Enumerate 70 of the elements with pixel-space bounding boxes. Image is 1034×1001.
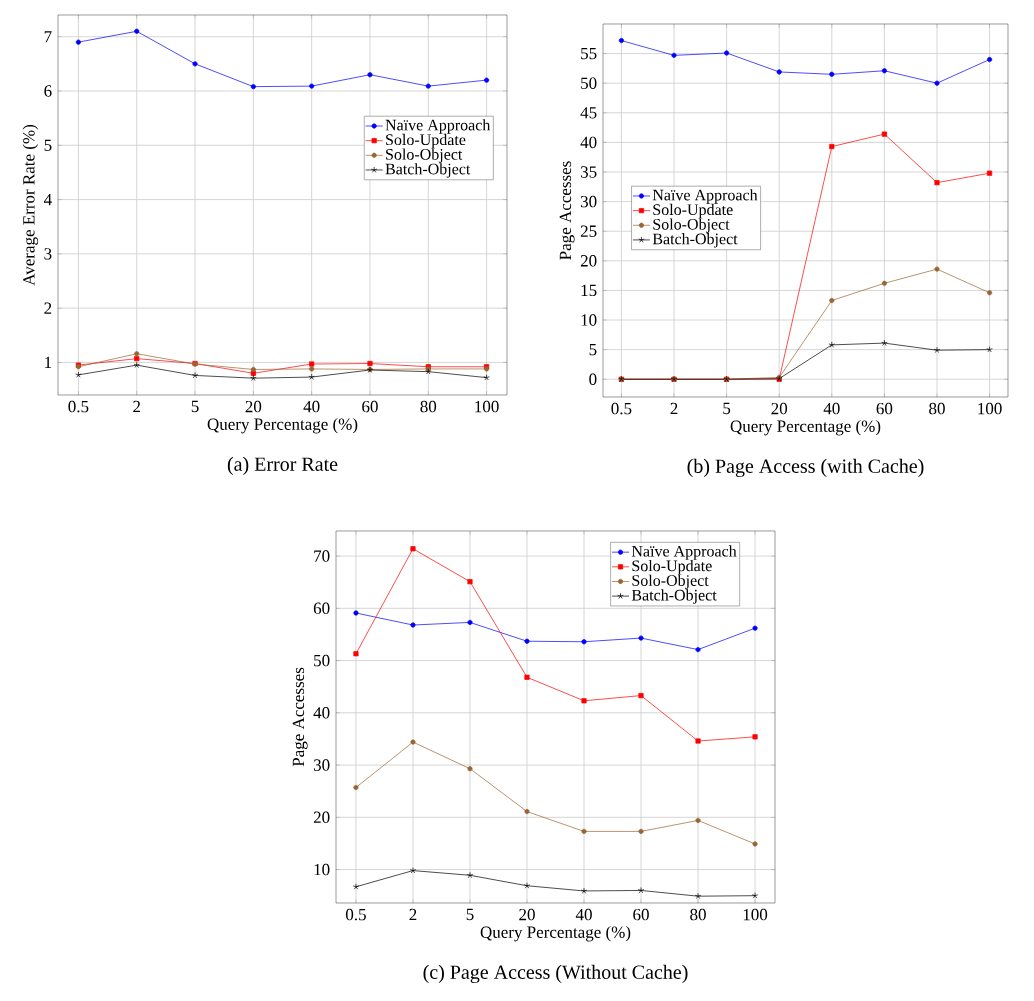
x-tick-label: 2	[670, 402, 678, 415]
y-axis-title: Page Accesses	[292, 667, 308, 767]
x-tick-label: 0.5	[68, 400, 89, 413]
y-tick-label: 50	[581, 77, 597, 89]
y-axis-title: Page Accesses	[559, 161, 575, 260]
x-tick-label: 5	[723, 402, 731, 415]
y-tick-label: 0	[589, 373, 597, 385]
x-tick-label: 2	[409, 908, 417, 921]
y-tick-label: 6	[44, 85, 52, 97]
y-tick-label: 20	[580, 255, 597, 267]
x-tick-label: 20	[245, 400, 262, 413]
x-tick-label: 100	[978, 402, 1002, 415]
x-tick-label: 80	[929, 402, 945, 415]
y-tick-label: 20	[313, 811, 330, 824]
x-tick-label: 40	[303, 400, 320, 413]
x-tick-label: 5	[191, 400, 199, 413]
x-axis-title: Query Percentage (%)	[207, 417, 358, 434]
x-tick-label: 0.5	[611, 402, 632, 415]
x-axis-title: Query Percentage (%)	[730, 419, 881, 436]
y-tick-label: 50	[314, 654, 330, 667]
y-tick-label: 3	[44, 248, 52, 260]
y-tick-label: 15	[581, 284, 597, 297]
legend-label: Naïve Approach	[631, 545, 737, 560]
x-tick-label: 40	[823, 402, 840, 415]
y-tick-label: 7	[44, 31, 52, 43]
x-axis-title: Query Percentage (%)	[480, 925, 631, 942]
legend-label: Solo-Update	[653, 203, 733, 219]
x-tick-label: 60	[362, 400, 378, 413]
legend-label: Solo-Object	[653, 218, 730, 233]
y-tick-label: 5	[589, 343, 597, 356]
x-tick-label: 20	[519, 908, 535, 921]
text: (b) Page Access (with Cache)	[687, 458, 924, 478]
legend-label: Batch-Object	[652, 233, 738, 248]
y-tick-label: 40	[313, 707, 330, 719]
text: (c) Page Access (Without Cache)	[423, 964, 688, 984]
x-tick-label: 100	[743, 908, 768, 921]
y-tick-label: 55	[581, 47, 597, 60]
legend-label: Naïve Approach	[652, 189, 758, 204]
legend-label: Batch-Object	[631, 589, 717, 604]
legend-label: Solo-Update	[632, 559, 712, 575]
y-tick-label: 60	[313, 602, 330, 615]
x-tick-label: 0.5	[345, 908, 366, 921]
x-tick-label: 80	[420, 400, 437, 413]
x-tick-label: 2	[133, 400, 141, 413]
text: (a) Error Rate	[227, 456, 338, 475]
x-tick-label: 5	[466, 908, 474, 921]
y-tick-label: 5	[44, 139, 52, 151]
x-tick-label: 80	[690, 908, 706, 921]
y-axis-title: Average Error Rate (%)	[22, 124, 39, 286]
y-tick-label: 45	[580, 107, 597, 119]
y-tick-label: 1	[45, 356, 52, 369]
y-tick-label: 4	[43, 193, 52, 206]
x-tick-label: 100	[475, 400, 499, 413]
x-tick-label: 60	[633, 908, 649, 921]
legend-label: Solo-Object	[386, 148, 463, 163]
y-tick-label: 10	[314, 863, 330, 876]
y-tick-label: 30	[313, 759, 330, 771]
x-tick-label: 60	[876, 402, 893, 415]
y-tick-label: 10	[581, 314, 597, 326]
legend-label: Batch-Object	[385, 163, 471, 178]
y-tick-label: 35	[580, 166, 597, 178]
y-tick-label: 25	[580, 225, 597, 237]
legend-label: Naïve Approach	[385, 119, 491, 134]
y-tick-label: 70	[314, 550, 330, 562]
y-tick-label: 30	[580, 195, 597, 208]
x-tick-label: 20	[771, 402, 788, 415]
legend-label: Solo-Update	[386, 133, 466, 149]
legend-label: Solo-Object	[632, 574, 709, 590]
y-tick-label: 2	[44, 302, 52, 314]
y-tick-label: 40	[580, 136, 597, 149]
